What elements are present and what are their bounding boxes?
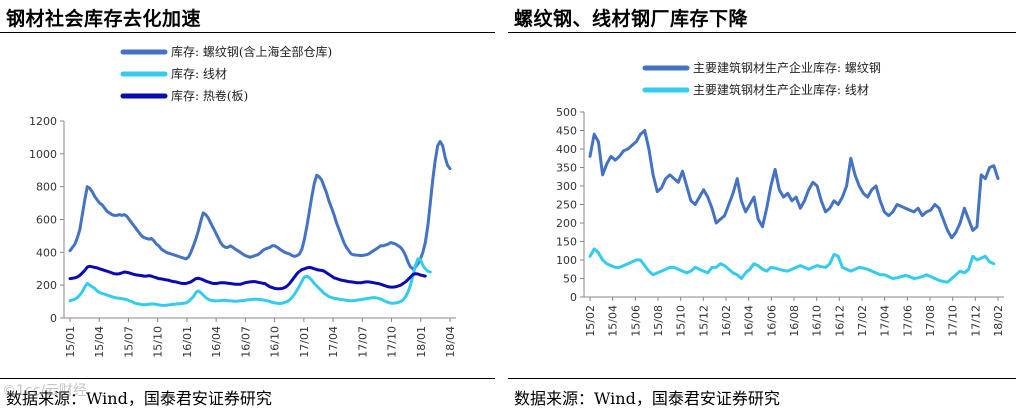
x-tick-label: 17/04 [879,305,892,337]
x-tick-label: 18/01 [415,326,428,358]
x-tick-label: 16/04 [743,305,756,337]
x-tick-label: 17/01 [298,326,311,358]
x-tick-label: 15/02 [584,305,597,337]
x-tick-label: 17/12 [969,305,982,337]
x-tick-label: 15/08 [652,305,665,337]
legend-label-0: 主要建筑钢材生产企业库存: 螺纹钢 [693,60,881,75]
left-top-rule [0,32,495,33]
y-tick-label: 500 [556,106,577,119]
left-chart-title: 钢材社会库存去化加速 [6,8,202,30]
series-line-0 [588,129,1000,240]
x-tick-label: 16/02 [720,305,733,337]
x-tick-label: 16/12 [833,305,846,337]
y-tick-label: 100 [556,254,577,267]
y-tick-label: 150 [556,236,577,249]
x-tick-label: 15/12 [697,305,710,337]
x-tick-label: 17/10 [947,305,960,337]
x-tick-label: 17/02 [856,305,869,337]
x-tick-label: 17/06 [901,305,914,337]
x-tick-label: 18/04 [444,326,457,358]
x-tick-label: 16/04 [210,326,223,358]
x-tick-label: 15/04 [607,305,620,337]
x-tick-label: 17/04 [327,326,340,358]
y-tick-label: 0 [50,312,57,325]
x-tick-label: 15/06 [629,305,642,337]
x-tick-label: 15/01 [64,326,77,358]
left-source-note: 数据来源：Wind，国泰君安证券研究 [6,389,272,408]
x-tick-label: 16/07 [239,326,252,358]
right-chart-title: 螺纹钢、线材钢厂库存下降 [514,8,749,30]
x-tick-label: 15/10 [675,305,688,337]
y-tick-label: 200 [36,279,57,292]
x-tick-label: 17/07 [356,326,369,358]
y-tick-label: 1000 [29,148,57,161]
y-tick-label: 600 [36,214,57,227]
left-bottom-rule [0,378,495,379]
y-tick-label: 250 [556,199,577,212]
y-tick-label: 0 [570,291,577,304]
x-tick-label: 15/04 [93,326,106,358]
x-tick-label: 16/10 [811,305,824,337]
x-tick-label: 15/07 [122,326,135,358]
x-tick-label: 15/10 [152,326,165,358]
left-line-chart: 0 200 400 600 800 1000 1200 15/01 15/04 15/07 15/1… [29,44,457,358]
x-tick-label: 16/06 [765,305,778,337]
y-tick-label: 200 [556,217,577,230]
y-tick-label: 1200 [29,115,57,128]
series-line-0 [68,140,452,271]
x-tick-label: 17/08 [924,305,937,337]
y-tick-label: 400 [556,143,577,156]
left-chart-panel: 钢材社会库存去化加速 0 200 400 600 800 1000 1200 15/01 15/… [0,0,495,413]
right-top-rule [508,32,1016,33]
x-tick-label: 16/01 [181,326,194,358]
y-tick-label: 450 [556,125,577,138]
x-tick-label: 18/02 [992,305,1005,337]
y-tick-label: 300 [556,180,577,193]
right-line-chart: 0 50 100 150 200 250 300 350 400 450 500 15/02 15/04… [556,60,1005,337]
series-line-1 [588,247,996,284]
legend-label-1: 库存: 线材 [171,66,227,81]
y-tick-label: 800 [36,181,57,194]
right-source-note: 数据来源：Wind，国泰君安证券研究 [514,389,780,408]
legend-label-1: 主要建筑钢材生产企业库存: 线材 [693,82,869,97]
y-tick-label: 50 [563,273,577,286]
y-tick-label: 350 [556,162,577,175]
series-line-1 [68,257,432,307]
x-tick-label: 17/10 [386,326,399,358]
x-tick-label: 16/08 [788,305,801,337]
legend-label-2: 库存: 热卷(板) [171,88,248,103]
right-chart-panel: 螺纹钢、线材钢厂库存下降 0 50 100 150 200 250 300 350 400 450… [508,0,1016,413]
x-tick-label: 16/10 [269,326,282,358]
y-tick-label: 400 [36,246,57,259]
right-bottom-rule [508,378,1016,379]
legend-label-0: 库存: 螺纹钢(含上海全部仓库) [171,44,332,59]
series-line-2 [68,264,427,291]
